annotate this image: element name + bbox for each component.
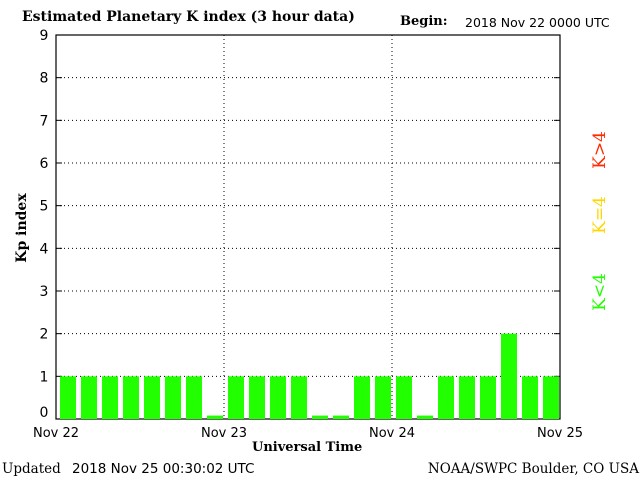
kp-bar: [501, 333, 517, 419]
credit-text: NOAA/SWPC Boulder, CO USA: [427, 461, 639, 477]
legend-k-equal-4: K=4: [590, 196, 610, 234]
y-axis-label: Kp index: [14, 193, 30, 263]
kp-bar: [291, 376, 307, 419]
x-tick-labels: Nov 22 Nov 23 Nov 24 Nov 25: [33, 426, 583, 441]
kp-bar: [375, 376, 391, 419]
y-tick-label: 8: [40, 71, 49, 87]
kp-bar: [354, 376, 370, 419]
y-tick-labels: 0 1 2 3 4 5 6 7 8 9: [40, 28, 49, 421]
kp-bar: [228, 376, 244, 419]
kp-bar: [249, 376, 265, 419]
y-tick-label: 5: [40, 199, 49, 215]
kp-bar: [522, 376, 538, 419]
kp-bar: [333, 415, 349, 419]
y-tick-label: 7: [40, 113, 49, 129]
x-axis-label: Universal Time: [252, 440, 363, 455]
y-tick-label: 3: [40, 284, 49, 300]
kp-bar: [60, 376, 76, 419]
begin-value: 2018 Nov 22 0000 UTC: [465, 15, 610, 30]
x-tick-label: Nov 25: [537, 426, 583, 441]
kp-bar: [459, 376, 475, 419]
kp-bar: [207, 415, 223, 419]
x-tick-label: Nov 23: [201, 426, 247, 441]
kp-bar: [438, 376, 454, 419]
updated-label: Updated: [2, 461, 61, 477]
kp-bar: [417, 415, 433, 419]
kp-bar: [144, 376, 160, 419]
kp-bar: [123, 376, 139, 419]
bars-group: [60, 333, 559, 419]
y-tick-label: 2: [40, 327, 49, 343]
y-tick-label: 6: [40, 156, 49, 172]
kp-bar: [312, 415, 328, 419]
legend-k-less-4: K<4: [590, 273, 610, 311]
x-tick-label: Nov 24: [369, 426, 415, 441]
kp-bar: [543, 376, 559, 419]
kp-bar: [102, 376, 118, 419]
y-tick-label: 4: [40, 241, 49, 257]
kp-bar: [165, 376, 181, 419]
kp-bar: [396, 376, 412, 419]
plot-area-frame: [55, 34, 561, 420]
begin-label: Begin:: [400, 14, 448, 29]
kp-bar: [186, 376, 202, 419]
y-tick-label: 9: [40, 28, 49, 44]
kp-bar: [270, 376, 286, 419]
y-tick-label: 0: [40, 405, 49, 421]
kp-bar: [81, 376, 97, 419]
grid-lines: [56, 34, 560, 420]
x-tick-label: Nov 22: [33, 426, 79, 441]
y-tick-label: 1: [40, 369, 49, 385]
legend-k-greater-4: K>4: [590, 131, 610, 169]
kp-bar: [480, 376, 496, 419]
updated-timestamp: 2018 Nov 25 00:30:02 UTC: [72, 461, 255, 477]
chart-title: Estimated Planetary K index (3 hour data…: [22, 9, 355, 25]
